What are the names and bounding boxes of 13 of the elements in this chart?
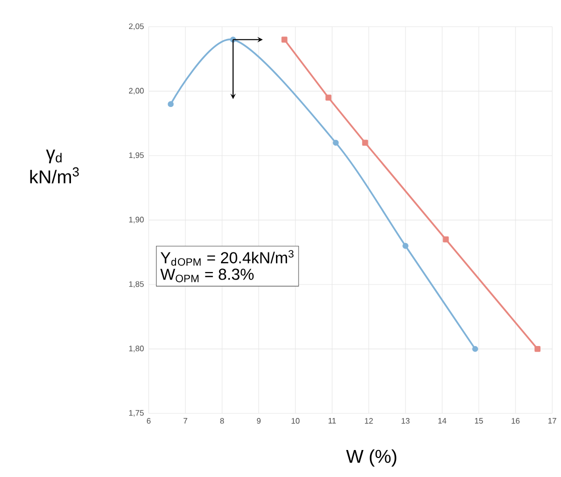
- point: [281, 36, 288, 43]
- point: [332, 140, 339, 146]
- point: [472, 346, 478, 352]
- annotation: W$_{OPM}$ = 8.3%: [160, 268, 254, 282]
- point: [362, 140, 368, 146]
- point: [168, 101, 174, 108]
- point: [534, 346, 540, 352]
- annotation: Y$_{dOPM}$ = 20.4kN/m$^{3}$: [160, 250, 294, 266]
- point: [442, 236, 449, 242]
- x-axis-title: W (%): [346, 449, 396, 467]
- point: [325, 94, 332, 101]
- y-axis-title: γ$_{d}$ kN/m$^{3}$: [30, 150, 79, 184]
- point: [402, 242, 408, 249]
